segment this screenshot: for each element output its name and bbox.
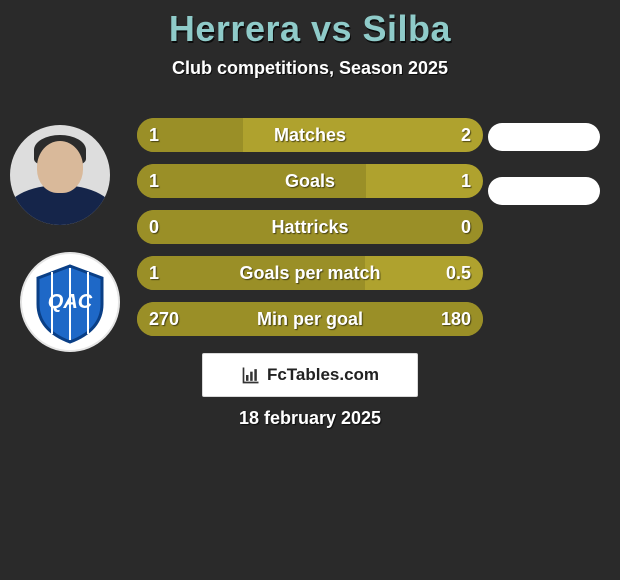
stat-row-matches: 1 Matches 2 <box>137 118 483 152</box>
stat-left-value: 270 <box>149 302 179 336</box>
subtitle: Club competitions, Season 2025 <box>0 58 620 79</box>
stat-left-value: 1 <box>149 256 159 290</box>
snapshot-date: 18 february 2025 <box>0 408 620 429</box>
stat-fill <box>137 302 483 336</box>
source-logo-text: FcTables.com <box>267 365 379 385</box>
stat-fill <box>137 256 365 290</box>
club-badge-svg: QAC <box>20 252 120 352</box>
player-avatar <box>10 125 110 225</box>
stat-right-value: 180 <box>441 302 471 336</box>
badge-letters: QAC <box>48 291 93 313</box>
right-pill-goals <box>488 177 600 205</box>
comparison-infographic: Herrera vs Silba Club competitions, Seas… <box>0 0 620 580</box>
source-logo: FcTables.com <box>202 353 418 397</box>
stat-fill <box>137 210 483 244</box>
stat-right-value: 2 <box>461 118 471 152</box>
stat-right-value: 0 <box>461 210 471 244</box>
club-badge: QAC <box>20 252 120 352</box>
stat-left-value: 1 <box>149 118 159 152</box>
stat-row-min-per-goal: 270 Min per goal 180 <box>137 302 483 336</box>
stat-right-value: 1 <box>461 164 471 198</box>
stat-fill <box>137 164 366 198</box>
avatar-head <box>37 141 83 193</box>
stat-left-value: 0 <box>149 210 159 244</box>
chart-icon <box>241 365 261 385</box>
page-title: Herrera vs Silba <box>0 8 620 50</box>
stats-panel: 1 Matches 2 1 Goals 1 0 Hattricks 0 1 Go… <box>137 118 483 348</box>
stat-left-value: 1 <box>149 164 159 198</box>
stat-right-value: 0.5 <box>446 256 471 290</box>
stat-row-goals: 1 Goals 1 <box>137 164 483 198</box>
right-pill-matches <box>488 123 600 151</box>
stat-row-hattricks: 0 Hattricks 0 <box>137 210 483 244</box>
stat-row-goals-per-match: 1 Goals per match 0.5 <box>137 256 483 290</box>
